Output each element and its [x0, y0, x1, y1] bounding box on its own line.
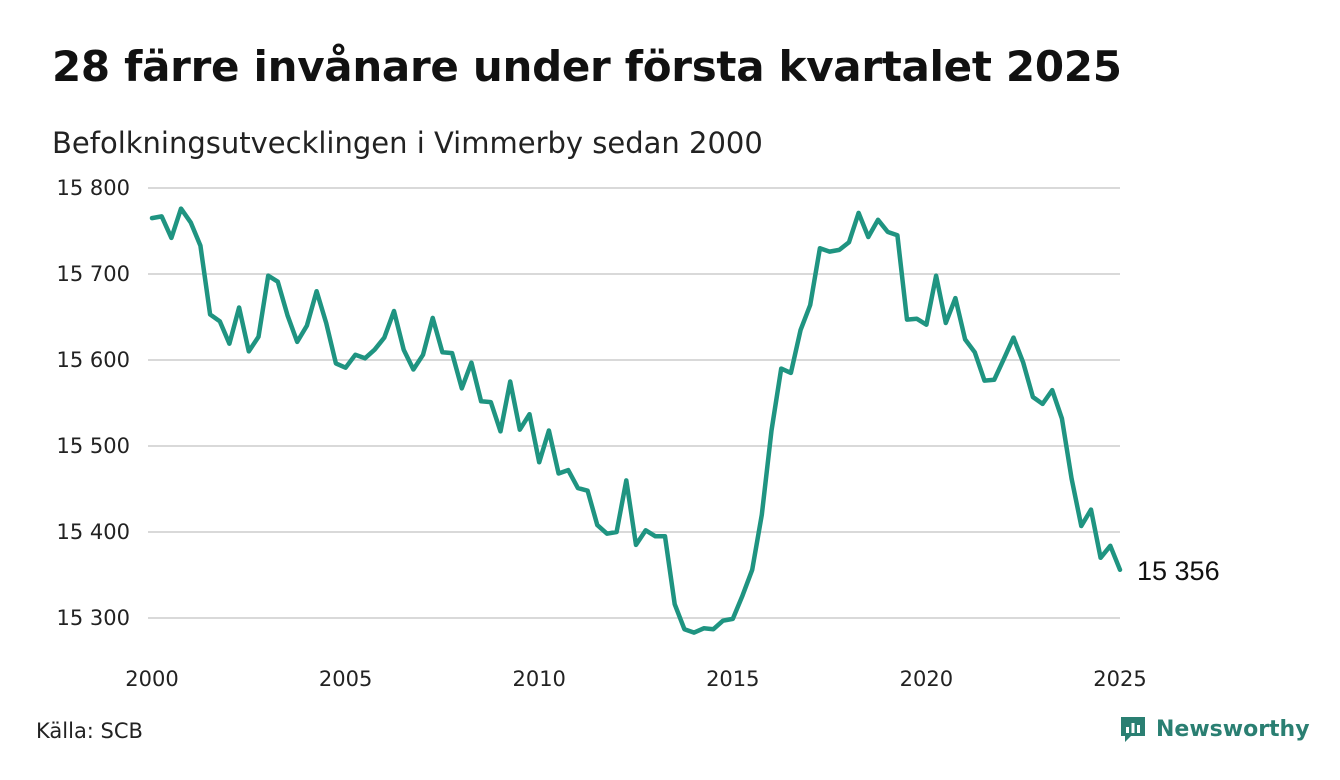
- x-tick-label: 2010: [512, 667, 565, 691]
- y-tick-label: 15 700: [57, 262, 130, 286]
- source-note: Källa: SCB: [36, 719, 143, 743]
- end-label-group: 15 356: [1137, 556, 1220, 586]
- y-tick-label: 15 400: [57, 520, 130, 544]
- y-axis-labels: 15 300 15 400 15 500 15 600 15 700 15 800: [57, 176, 130, 630]
- page-subtitle: Befolkningsutvecklingen i Vimmerby sedan…: [52, 126, 763, 160]
- y-tick-label: 15 300: [57, 606, 130, 630]
- x-tick-label: 2015: [706, 667, 759, 691]
- end-value-label: 15 356: [1137, 556, 1220, 586]
- x-tick-label: 2020: [900, 667, 953, 691]
- brand-name: Newsworthy: [1156, 716, 1310, 742]
- x-tick-label: 2025: [1093, 667, 1146, 691]
- y-tick-label: 15 600: [57, 348, 130, 372]
- brand-logo: Newsworthy: [1118, 714, 1310, 744]
- y-tick-label: 15 800: [57, 176, 130, 200]
- series-line: [149, 206, 1123, 635]
- y-tick-label: 15 500: [57, 434, 130, 458]
- x-tick-label: 2000: [125, 667, 178, 691]
- series-group: [149, 206, 1123, 635]
- gridlines: [148, 187, 1120, 619]
- newsworthy-logo-icon: [1121, 717, 1145, 742]
- x-axis-labels: 2000 2005 2010 2015 2020 2025: [125, 667, 1146, 691]
- x-tick-label: 2005: [319, 667, 372, 691]
- page-title: 28 färre invånare under första kvartalet…: [52, 42, 1122, 91]
